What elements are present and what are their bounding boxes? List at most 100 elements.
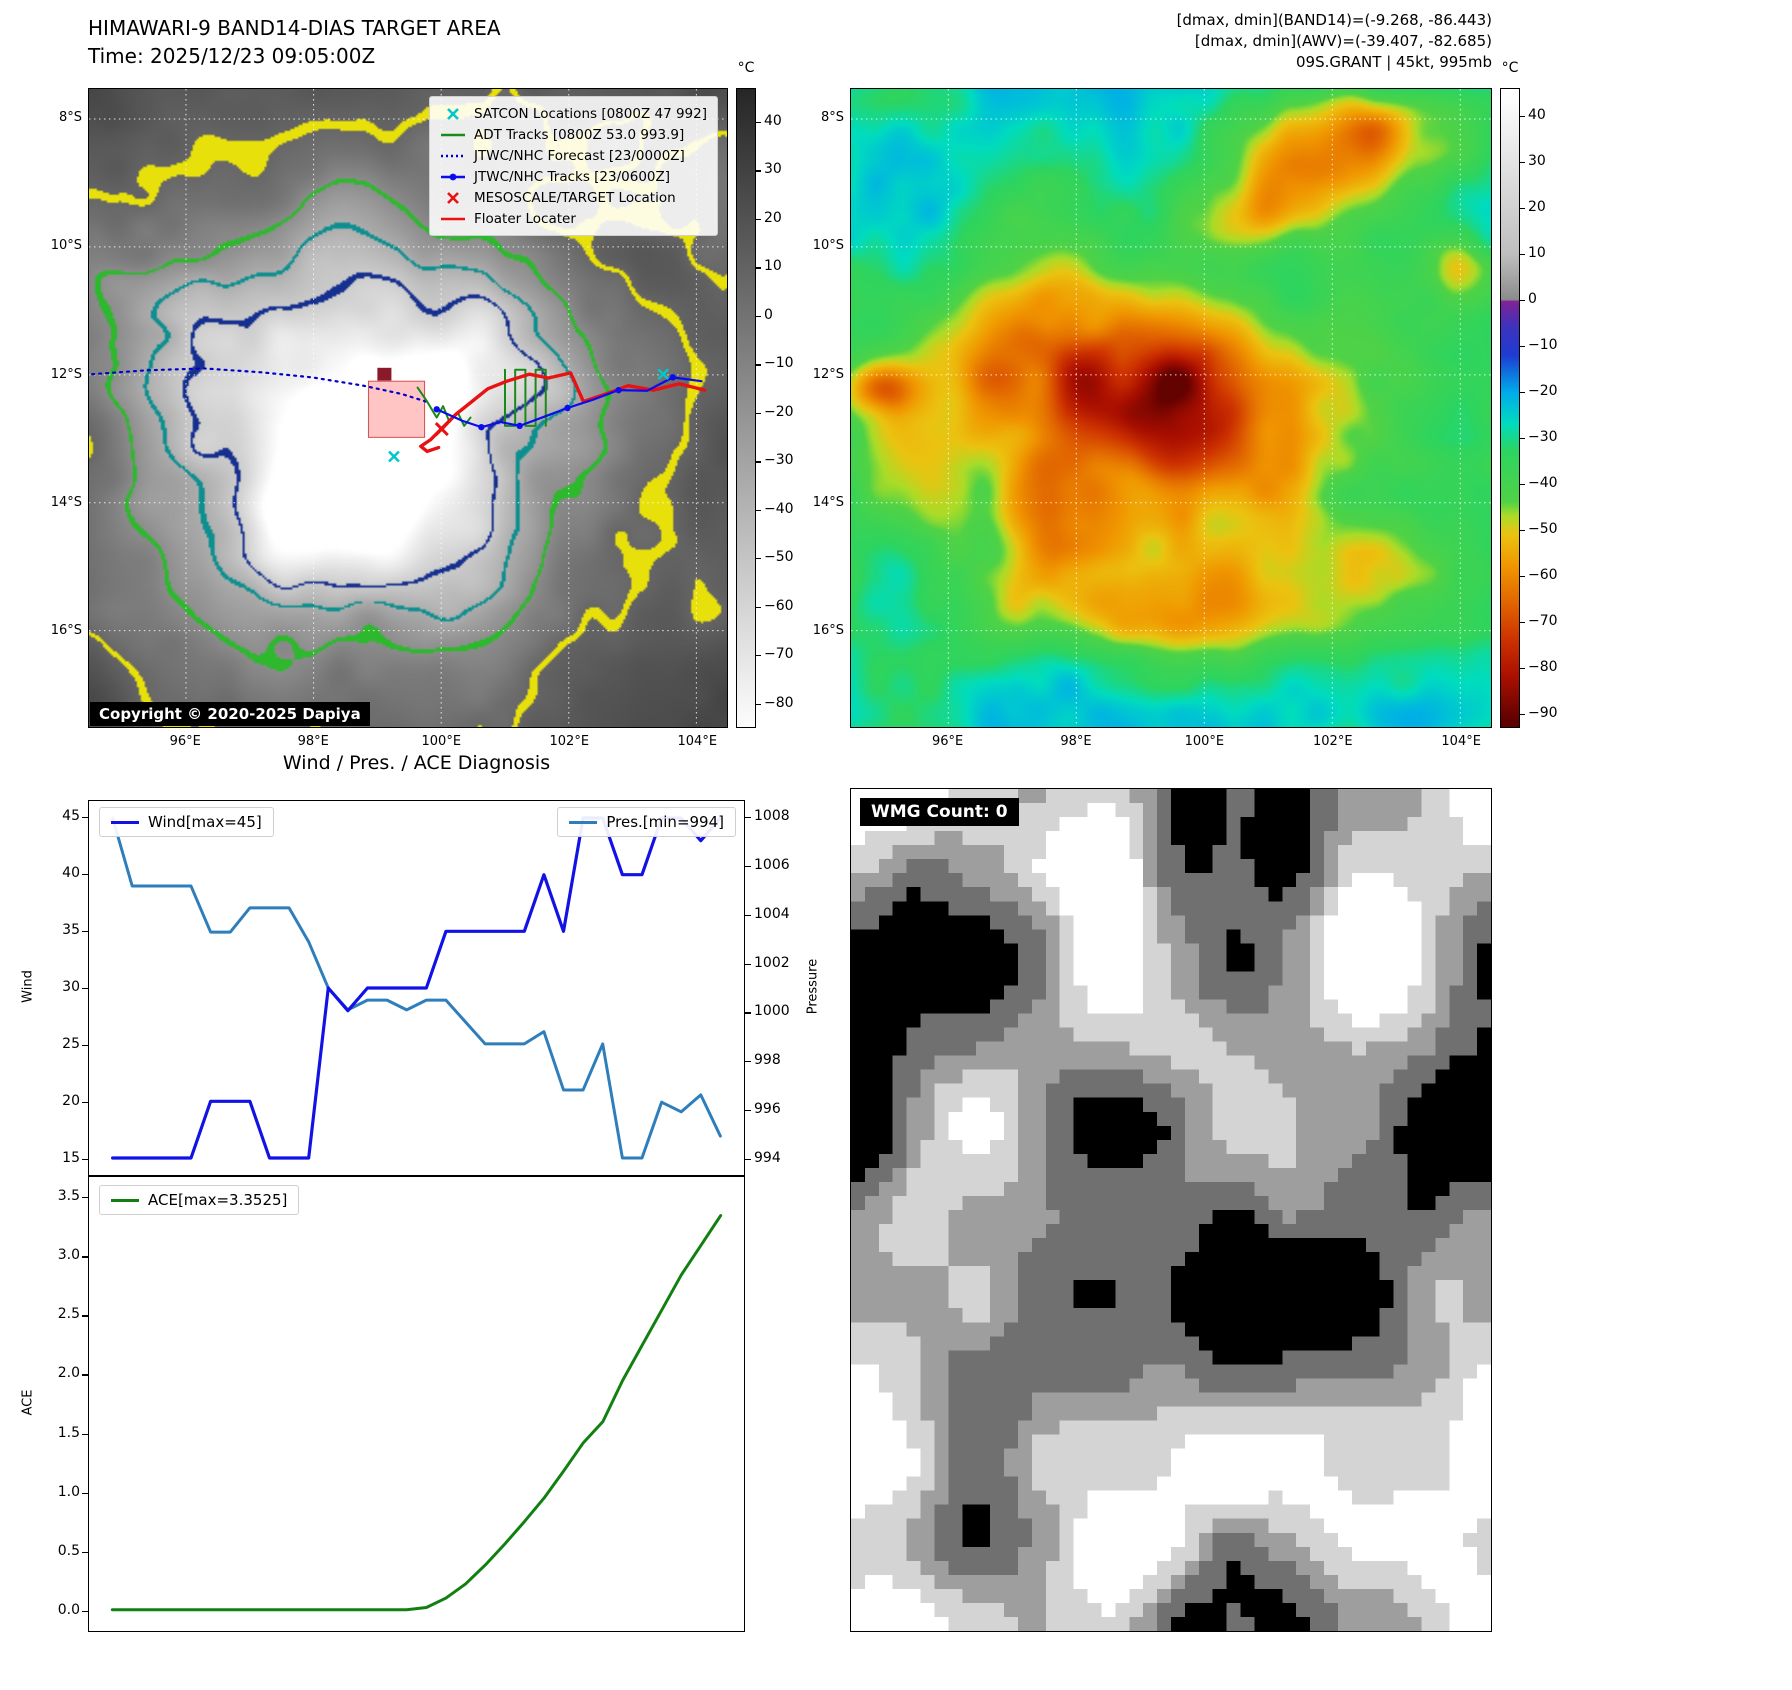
axis-tick	[82, 1433, 88, 1435]
pressure-tick-label: 994	[754, 1149, 781, 1166]
pressure-legend-swatch	[569, 820, 598, 824]
ace-legend-swatch	[111, 1198, 139, 1202]
wind-tick-label: 15	[62, 1149, 80, 1166]
colorbar-tick-label: −70	[764, 646, 794, 663]
axis-tick	[745, 817, 751, 819]
pressure-legend: Pres.[min=994]	[557, 807, 736, 837]
lat-tick-label: 10°S	[50, 238, 82, 254]
axis-tick	[745, 1061, 751, 1063]
ace-tick-label: 1.5	[57, 1424, 80, 1441]
axis-tick	[82, 1158, 88, 1161]
ace-tick-label: 3.0	[57, 1247, 80, 1264]
colorbar-tick	[756, 558, 761, 560]
colorbar-tick-label: −60	[1528, 567, 1558, 584]
pressure-tick-label: 998	[754, 1052, 781, 1069]
lon-tick-label: 96°E	[931, 734, 964, 749]
axis-tick	[82, 1256, 88, 1258]
legend-label: JTWC/NHC Forecast [23/0000Z]	[474, 147, 685, 164]
colorbar-tick-label: −10	[764, 355, 794, 372]
awv-header: [dmax, dmin](BAND14)=(-9.268, -86.443) […	[980, 10, 1492, 73]
axis-tick	[745, 914, 751, 916]
ace-tick-label: 3.5	[57, 1188, 80, 1205]
colorbar-tick	[1520, 115, 1525, 117]
colorbar-tick-label: −30	[764, 452, 794, 469]
colorbar-tick-label: −40	[1528, 474, 1558, 491]
wind-tick-label: 40	[62, 865, 80, 882]
colorbar-tick-label: 0	[1528, 290, 1537, 307]
colorbar-tick	[1520, 437, 1525, 440]
colorbar-tick-label: 30	[764, 161, 782, 178]
axis-tick	[82, 1197, 88, 1199]
ace-legend-label: ACE[max=3.3525]	[148, 1191, 288, 1209]
colorbar-tick-label: 20	[764, 209, 782, 226]
lat-tick-label: 14°S	[812, 495, 844, 511]
ace-line	[110, 1214, 723, 1612]
colorbar-tick	[1520, 299, 1525, 301]
ace-tick-label: 2.0	[57, 1365, 80, 1382]
pressure-tick-label: 1000	[754, 1003, 790, 1020]
legend-label: Floater Locater	[474, 210, 576, 227]
axis-tick	[745, 1012, 751, 1014]
colorbar-tick-label: −20	[764, 403, 794, 420]
ace-tick-label: 0.5	[57, 1542, 80, 1559]
awv-header-line-2: [dmax, dmin](AWV)=(-39.407, -82.685)	[1194, 32, 1492, 50]
axis-tick	[82, 1315, 88, 1317]
line-marker-icon	[441, 173, 465, 180]
ace-chart: ACE[max=3.3525]	[88, 1176, 745, 1632]
lat-tick-label: 8°S	[820, 110, 844, 126]
colorbar-tick-label: 10	[764, 258, 782, 275]
ace-tick-label: 2.5	[57, 1306, 80, 1323]
pressure-legend-label: Pres.[min=994]	[606, 813, 724, 831]
wmg-count-label: WMG Count: 0	[860, 798, 1019, 826]
pressure-tick-label: 1008	[754, 808, 790, 825]
lat-tick-label: 12°S	[50, 366, 82, 382]
legend-item: SATCON Locations [0800Z 47 992]	[440, 103, 707, 124]
colorbar-tick-label: −10	[1528, 336, 1558, 353]
lat-tick-label: 8°S	[58, 110, 82, 126]
axis-tick	[745, 1158, 751, 1161]
legend-label: MESOSCALE/TARGET Location	[474, 189, 676, 206]
lon-tick-label: 102°E	[549, 734, 590, 749]
colorbar-tick	[1520, 391, 1525, 394]
lon-tick-label: 100°E	[1184, 734, 1225, 749]
colorbar-tick	[756, 703, 761, 705]
wind-axis-label: Wind	[20, 970, 36, 1003]
colorbar-tick-label: −50	[764, 549, 794, 566]
axis-tick	[745, 865, 751, 868]
lon-tick-label: 102°E	[1313, 734, 1353, 749]
lat-tick-label: 16°S	[50, 623, 82, 639]
axis-tick	[82, 988, 88, 990]
colorbar-tick	[1520, 253, 1525, 255]
lat-tick-label: 16°S	[812, 623, 844, 639]
colorbar-tick	[1520, 483, 1525, 486]
axis-tick	[82, 1551, 88, 1553]
axis-tick	[745, 963, 751, 965]
x-marker-icon	[447, 191, 459, 204]
colorbar-tick-label: −60	[764, 597, 794, 614]
pressure-line	[111, 816, 722, 1160]
band14-colorbar	[736, 88, 756, 728]
lon-tick-label: 104°E	[677, 734, 718, 749]
pressure-tick-label: 1006	[754, 856, 790, 873]
colorbar-tick	[1520, 161, 1525, 163]
lon-tick-label: 96°E	[169, 734, 201, 749]
axis-tick	[82, 1101, 88, 1104]
colorbar-tick-label: −20	[1528, 382, 1558, 399]
awv-colorbar-unit: °C	[1501, 60, 1519, 76]
colorbar-tick-label: −70	[1528, 613, 1558, 630]
wmg-panel: WMG Count: 0	[850, 788, 1492, 1632]
colorbar-tick	[1520, 668, 1525, 670]
lon-tick-label: 98°E	[297, 734, 329, 749]
colorbar-tick	[756, 218, 761, 221]
colorbar-tick	[756, 412, 761, 415]
colorbar-tick	[756, 121, 761, 124]
axis-tick	[82, 1374, 88, 1376]
pressure-tick-label: 1004	[754, 905, 790, 922]
colorbar-tick	[1520, 714, 1525, 716]
axis-tick	[82, 1492, 88, 1494]
colorbar-tick	[1520, 345, 1525, 348]
legend-item: JTWC/NHC Tracks [23/0600Z]	[440, 166, 707, 187]
wind-legend: Wind[max=45]	[99, 807, 274, 837]
ace-tick-label: 0.0	[57, 1601, 80, 1618]
band14-title: HIMAWARI-9 BAND14-DIAS TARGET AREA	[88, 16, 501, 40]
